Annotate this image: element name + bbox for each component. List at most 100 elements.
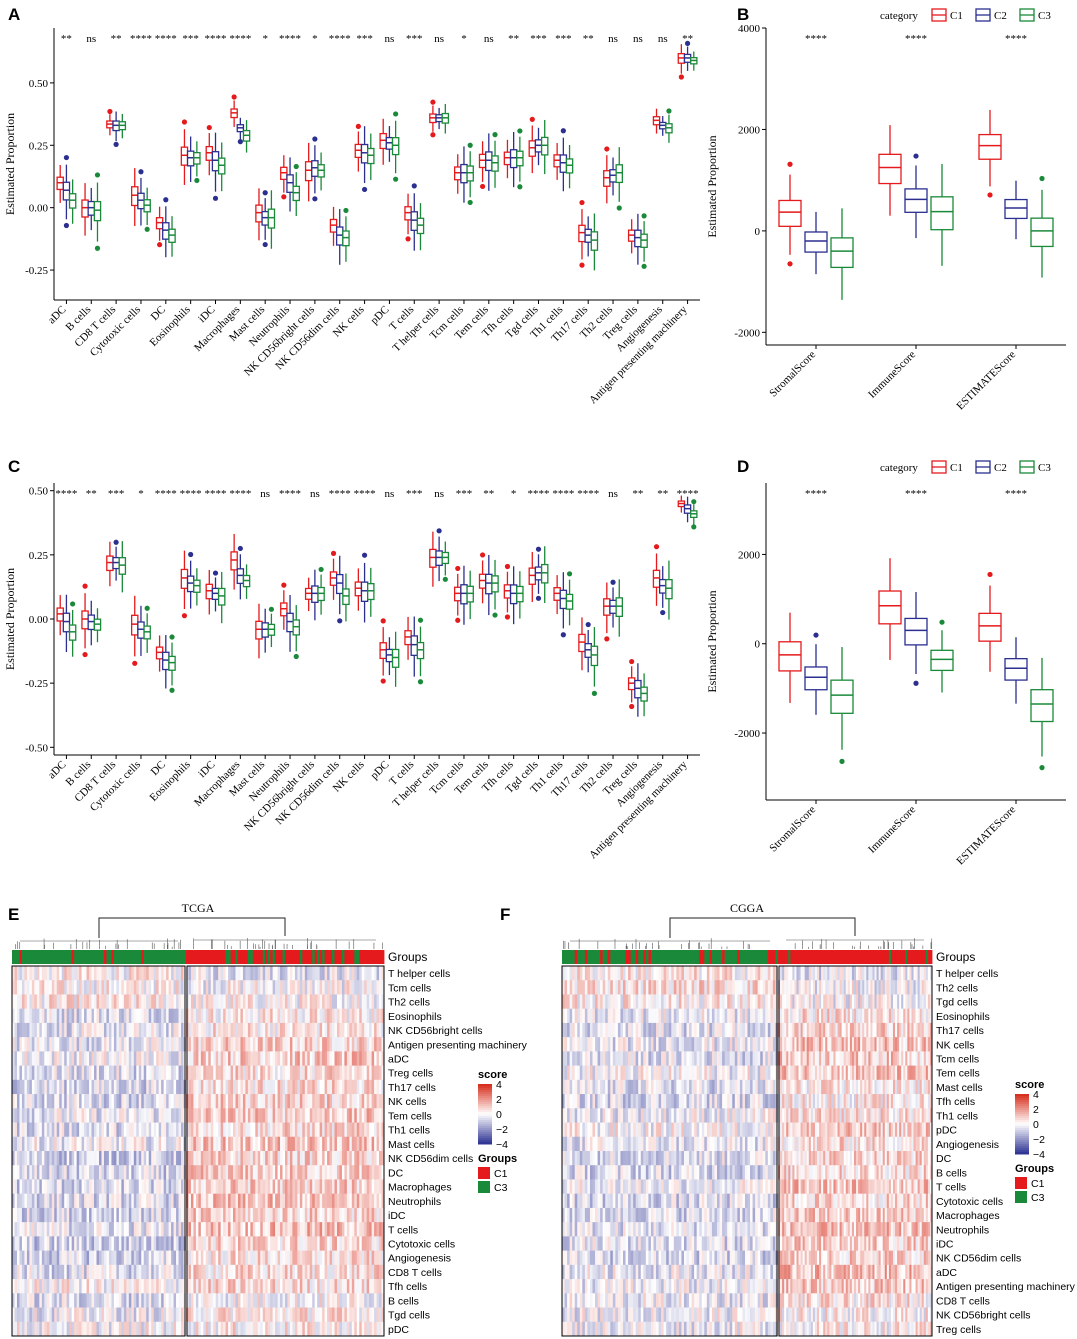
box-C1 [478, 552, 487, 604]
significance-label: *** [530, 33, 547, 45]
heat-cell [21, 1179, 25, 1195]
heat-cell [376, 1037, 380, 1052]
heat-cell [31, 1065, 35, 1081]
heat-cell [349, 1279, 353, 1294]
heat-cell [371, 1222, 375, 1237]
heat-cell [265, 1264, 269, 1280]
heat-cell [341, 1136, 345, 1152]
heat-cell [56, 1279, 60, 1294]
heat-cell [302, 1008, 306, 1024]
heat-cell [153, 1037, 157, 1052]
heat-cell [356, 994, 360, 1010]
heat-cell [332, 1151, 335, 1166]
heat-cell [317, 1094, 321, 1109]
heat-cell [66, 1122, 70, 1138]
heat-cell [136, 1065, 140, 1081]
heat-cell [364, 1151, 368, 1166]
heat-cell [34, 1108, 38, 1123]
heat-cell [118, 1193, 122, 1209]
heat-cell [103, 1008, 107, 1024]
heat-cell [223, 1293, 226, 1308]
heat-cell [76, 1207, 80, 1223]
heat-cell [71, 1165, 75, 1180]
heat-cell [304, 1236, 308, 1252]
heat-cell [223, 1165, 226, 1180]
heat-cell [341, 1236, 345, 1252]
heat-cell [118, 1207, 122, 1223]
heat-cell [356, 1193, 360, 1209]
outlier-point [107, 108, 113, 115]
heat-cell [289, 966, 293, 981]
box-C2 [261, 608, 269, 653]
heat-cell [235, 1236, 239, 1252]
heat-cell [54, 1065, 58, 1081]
heat-cell [178, 1151, 182, 1166]
heat-cell [131, 1165, 135, 1180]
outlier-point [405, 236, 411, 242]
group-cell [225, 950, 229, 964]
heat-cell [294, 1136, 298, 1152]
heat-cell [319, 994, 323, 1010]
heat-cell [29, 966, 33, 981]
heat-cell [354, 1051, 358, 1067]
heat-cell [275, 994, 278, 1010]
heat-cell [49, 1122, 53, 1138]
box-rect [137, 621, 145, 639]
heat-cell [108, 1179, 112, 1195]
heat-cell [245, 1008, 249, 1024]
heat-cell [143, 1151, 147, 1166]
heat-cell [108, 1236, 112, 1252]
box-C3 [830, 647, 854, 764]
heat-cell [91, 1065, 95, 1081]
heat-cell [176, 1065, 179, 1081]
heat-cell [138, 1264, 142, 1280]
heat-cell [245, 1179, 249, 1195]
box-rect [878, 590, 902, 625]
heat-cell [285, 1179, 288, 1195]
heat-cell [354, 1207, 358, 1223]
heat-cell [19, 1094, 23, 1109]
heat-cell [81, 1250, 85, 1266]
heat-cell [369, 980, 373, 995]
heat-cell [166, 1151, 169, 1166]
heat-cell [200, 1250, 204, 1266]
heat-cell [210, 1293, 214, 1308]
heat-cell [24, 1108, 28, 1123]
heat-cell [280, 1279, 283, 1294]
heat-cell [103, 994, 107, 1010]
heat-cell [346, 1136, 350, 1152]
significance-label: ** [111, 33, 122, 45]
heat-cell [218, 1207, 222, 1223]
heat-cell [190, 1293, 194, 1308]
heat-cell [16, 1094, 20, 1109]
heat-cell [332, 1207, 335, 1223]
group-cell [106, 950, 110, 964]
heat-cell [341, 994, 345, 1010]
heat-cell [171, 1279, 174, 1294]
heat-cell [133, 1193, 137, 1209]
heat-cell [14, 1065, 18, 1081]
heat-cell [148, 1108, 152, 1123]
heat-cell [116, 1022, 120, 1038]
heat-cell [245, 1079, 249, 1095]
heat-cell [126, 1037, 130, 1052]
heat-cell [314, 1037, 318, 1052]
heat-cell [141, 1264, 145, 1280]
heat-cell [193, 1008, 197, 1024]
heat-cell [89, 1079, 92, 1095]
group-cell [46, 950, 50, 964]
heat-cell [151, 966, 155, 981]
heat-cell [218, 1151, 222, 1166]
heat-cell [265, 1065, 269, 1081]
heat-cell [138, 1008, 142, 1024]
heat-cell [252, 1008, 256, 1024]
heat-cell [208, 1022, 212, 1038]
heat-cell [91, 1179, 95, 1195]
heat-cell [304, 1051, 308, 1067]
heat-cell [176, 1250, 179, 1266]
heat-cell [26, 1250, 30, 1266]
heat-cell [289, 1165, 293, 1180]
box-rect [267, 208, 276, 229]
heat-cell [297, 1207, 301, 1223]
group-cell [148, 950, 152, 964]
